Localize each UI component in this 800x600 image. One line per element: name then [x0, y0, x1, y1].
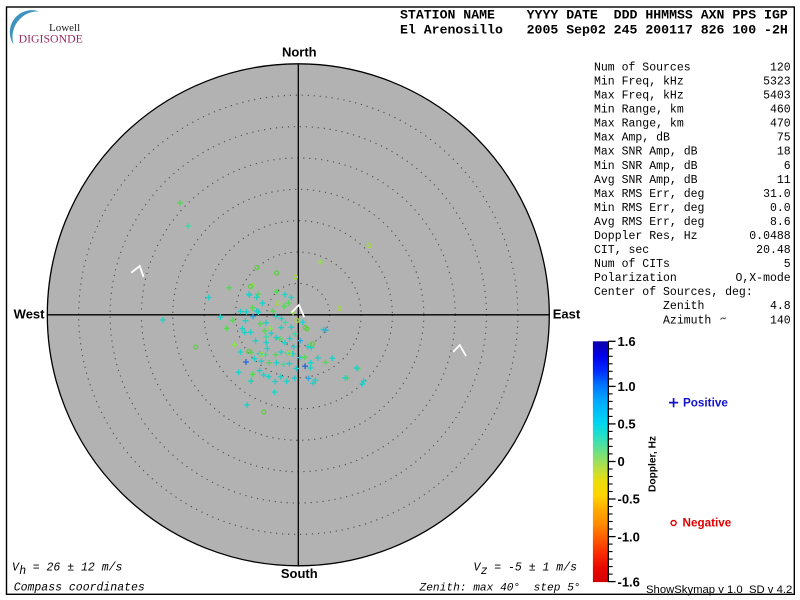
svg-text:Max SNR Amp, dB: Max SNR Amp, dB — [594, 146, 698, 159]
svg-text:5: 5 — [784, 258, 791, 271]
svg-text:Positive: Positive — [683, 397, 728, 410]
svg-text:5323: 5323 — [763, 76, 791, 89]
svg-text:V: V — [12, 562, 20, 575]
svg-text:Avg RMS Err, deg: Avg RMS Err, deg — [594, 216, 704, 229]
svg-text:Doppler, Hz: Doppler, Hz — [648, 436, 659, 492]
svg-text:-1.6: -1.6 — [618, 574, 640, 589]
svg-text:Min RMS Err, deg: Min RMS Err, deg — [594, 202, 704, 215]
svg-text:460: 460 — [770, 104, 791, 117]
svg-text:-1.0: -1.0 — [618, 529, 640, 544]
svg-text:h: h — [19, 565, 26, 578]
svg-text:El Arenosillo 2005 Sep02 245: El Arenosillo 2005 Sep02 245 200117 826 … — [400, 23, 788, 38]
svg-text:Max Amp, dB: Max Amp, dB — [594, 132, 670, 145]
svg-text:5403: 5403 — [763, 90, 791, 103]
svg-text:Num of Sources: Num of Sources — [594, 61, 691, 74]
svg-text:Max Range, km: Max Range, km — [594, 118, 684, 131]
svg-text:6: 6 — [784, 160, 791, 173]
svg-text:CIT, sec: CIT, sec — [594, 244, 649, 257]
svg-text:North: North — [282, 44, 317, 59]
svg-text:Max RMS Err, deg: Max RMS Err, deg — [594, 188, 704, 201]
svg-text:Polarization: Polarization — [594, 272, 677, 285]
svg-text:East: East — [553, 307, 581, 322]
svg-text:= -5 ± 1 m/s: = -5 ± 1 m/s — [487, 562, 577, 575]
svg-text:= 26 ± 12 m/s: = 26 ± 12 m/s — [26, 562, 123, 575]
svg-text:O,X-mode: O,X-mode — [735, 272, 790, 285]
svg-text:0.0488: 0.0488 — [749, 230, 791, 243]
svg-text:0.0: 0.0 — [770, 202, 791, 215]
svg-text:STATION NAME YYYY DATE DDD: STATION NAME YYYY DATE DDD HHMMSS AXN PP… — [400, 8, 788, 23]
svg-text:z: z — [481, 565, 488, 578]
svg-text:Zenith: max 40° step 5°: Zenith: max 40° step 5° — [419, 583, 581, 595]
svg-text:Zenith: Zenith — [594, 300, 704, 313]
svg-text:1.6: 1.6 — [618, 334, 636, 349]
svg-text:470: 470 — [770, 118, 791, 131]
svg-text:140: 140 — [770, 314, 791, 327]
svg-text:Doppler Res, Hz: Doppler Res, Hz — [594, 230, 698, 243]
svg-text:V: V — [474, 562, 482, 575]
svg-text:120: 120 — [770, 61, 791, 74]
svg-text:-0.5: -0.5 — [618, 492, 640, 507]
svg-text:Compass coordinates: Compass coordinates — [14, 582, 145, 595]
svg-text:18: 18 — [777, 146, 791, 159]
svg-text:8.6: 8.6 — [770, 216, 791, 229]
svg-text:ShowSkymap v 1.0 SD v 4.2: ShowSkymap v 1.0 SD v 4.2 — [646, 584, 792, 596]
svg-text:75: 75 — [777, 132, 791, 145]
svg-text:Lowell: Lowell — [49, 22, 80, 34]
svg-text:Max Freq, kHz: Max Freq, kHz — [594, 90, 684, 103]
svg-text:DIGISONDE: DIGISONDE — [19, 31, 83, 45]
svg-text:Center of Sources, deg:: Center of Sources, deg: — [594, 286, 753, 299]
svg-text:South: South — [281, 566, 318, 581]
svg-text:Min Freq, kHz: Min Freq, kHz — [594, 76, 684, 89]
svg-text:Negative: Negative — [683, 517, 732, 530]
svg-text:Num of CITs: Num of CITs — [594, 258, 670, 271]
svg-text:31.0: 31.0 — [763, 188, 791, 201]
svg-text:West: West — [14, 306, 45, 321]
svg-text:20.48: 20.48 — [756, 244, 791, 257]
svg-text:Min Range, km: Min Range, km — [594, 104, 684, 117]
svg-text:Avg SNR Amp, dB: Avg SNR Amp, dB — [594, 174, 698, 187]
svg-text:1.0: 1.0 — [618, 379, 636, 394]
svg-text:11: 11 — [777, 174, 791, 187]
svg-text:Azimuth: Azimuth — [594, 314, 711, 327]
svg-text:0: 0 — [618, 454, 625, 469]
svg-text:4.8: 4.8 — [770, 300, 791, 313]
svg-text:Min SNR Amp, dB: Min SNR Amp, dB — [594, 160, 698, 173]
svg-text:0.5: 0.5 — [618, 417, 636, 432]
